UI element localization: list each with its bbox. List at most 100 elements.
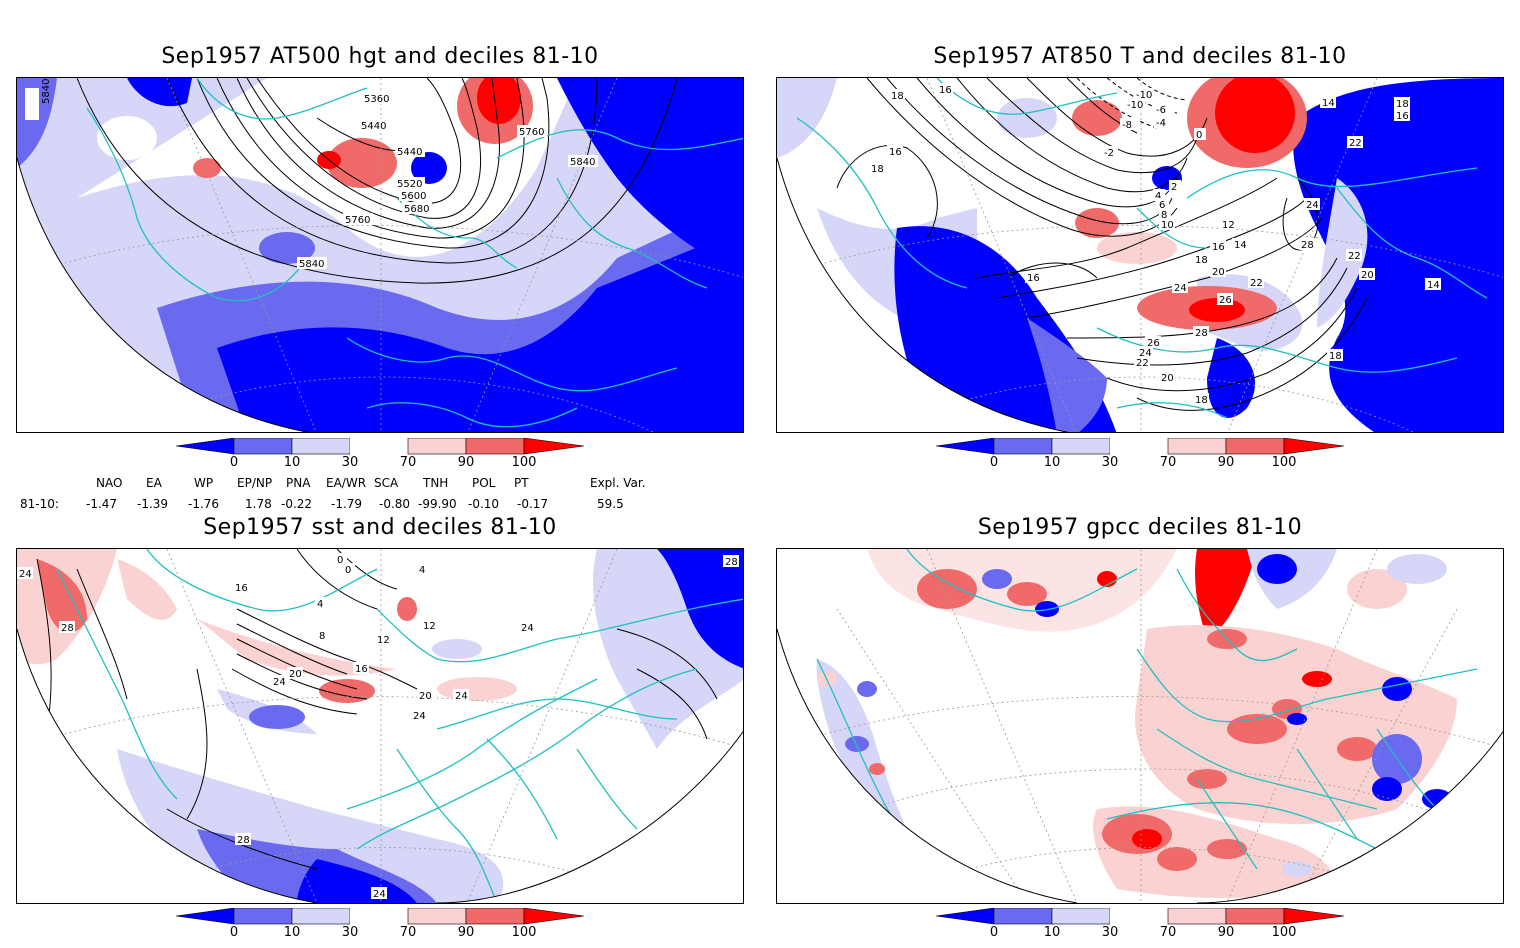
- tele-value-nao: -1.47: [86, 497, 118, 511]
- map-panel-sst: 24 28 16 0 0 4 8 12 16 20 24 24 20 24 28…: [16, 548, 744, 904]
- svg-text:16: 16: [1396, 111, 1409, 122]
- tele-value-wp: -1.76: [188, 497, 220, 511]
- svg-text:26: 26: [1147, 338, 1160, 349]
- colorbar-label: 90: [457, 455, 475, 470]
- svg-text:5680: 5680: [404, 204, 429, 215]
- colorbar-label: 100: [1271, 455, 1297, 470]
- svg-text:8: 8: [1161, 210, 1167, 221]
- svg-text:22: 22: [1136, 358, 1149, 369]
- colorbar-label: 0: [989, 925, 999, 940]
- svg-text:20: 20: [1361, 270, 1374, 281]
- map-gpcc: [777, 549, 1503, 903]
- svg-text:5440: 5440: [397, 147, 422, 158]
- svg-text:28: 28: [1195, 328, 1208, 339]
- colorbar-label: 100: [511, 925, 537, 940]
- colorbar-swatches: [935, 437, 1345, 455]
- hgt500-contour-labels: 5840 5360 5440 5440 5760 5520 5600 5680 …: [25, 79, 598, 270]
- colorbar-label: 0: [989, 455, 999, 470]
- svg-text:18: 18: [891, 91, 904, 102]
- colorbar-label: 70: [1159, 455, 1177, 470]
- panel-title-t850: Sep1957 AT850 T and deciles 81-10: [933, 44, 1347, 69]
- svg-text:20: 20: [289, 669, 302, 680]
- svg-text:24: 24: [1139, 348, 1152, 359]
- svg-text:18: 18: [1396, 99, 1409, 110]
- svg-text:18: 18: [1195, 395, 1208, 406]
- svg-text:18: 18: [1195, 255, 1208, 266]
- tele-header-eawr: EA/WR: [326, 476, 367, 490]
- svg-text:4: 4: [317, 599, 323, 610]
- colorbar-hgt500: 0 10 30 70 90 100: [175, 437, 596, 478]
- svg-text:8: 8: [319, 631, 325, 642]
- svg-text:5440: 5440: [361, 121, 386, 132]
- colorbar-label: 90: [1217, 925, 1235, 940]
- svg-text:24: 24: [1174, 283, 1187, 294]
- svg-text:-10: -10: [1127, 100, 1143, 111]
- colorbar-label: 10: [1043, 925, 1061, 940]
- svg-text:0: 0: [337, 555, 343, 566]
- tele-value-tnh: -99.90: [418, 497, 457, 511]
- svg-text:16: 16: [939, 85, 952, 96]
- colorbar-label: 90: [457, 925, 475, 940]
- svg-text:20: 20: [1161, 373, 1174, 384]
- panel-title-gpcc: Sep1957 gpcc deciles 81-10: [977, 515, 1303, 540]
- svg-text:20: 20: [1212, 267, 1225, 278]
- colorbar-label: 30: [341, 925, 359, 940]
- svg-text:5840: 5840: [41, 79, 52, 104]
- map-t850: 18 16 16 18 -10 -6 -4 -8 -10 -2 0 2 4 6 …: [777, 78, 1503, 432]
- teleconnection-table: NAO EA WP EP/NP PNA EA/WR SCA TNH POL PT…: [0, 474, 760, 514]
- svg-text:-2: -2: [1104, 148, 1114, 159]
- svg-text:24: 24: [521, 623, 534, 634]
- svg-text:22: 22: [1348, 251, 1361, 262]
- svg-text:24: 24: [373, 889, 386, 900]
- tele-header-epnp: EP/NP: [237, 476, 273, 490]
- svg-text:6: 6: [1159, 200, 1165, 211]
- svg-text:10: 10: [1161, 220, 1174, 231]
- tele-header-ea: EA: [146, 476, 162, 490]
- svg-text:16: 16: [355, 664, 368, 675]
- svg-text:18: 18: [1329, 351, 1342, 362]
- tele-value-pna: -0.22: [281, 497, 313, 511]
- tele-header-wp: WP: [194, 476, 214, 490]
- tele-header-tnh: TNH: [423, 476, 449, 490]
- svg-text:26: 26: [1219, 295, 1232, 306]
- colorbar-label: 0: [229, 925, 239, 940]
- svg-text:28: 28: [61, 623, 74, 634]
- tele-header-expl-var: Expl. Var.: [590, 476, 646, 490]
- tele-header-nao: NAO: [96, 476, 123, 490]
- svg-text:0: 0: [1196, 130, 1202, 141]
- map-hgt500: 5840 5360 5440 5440 5760 5520 5600 5680 …: [17, 78, 743, 432]
- colorbar-label: 100: [1271, 925, 1297, 940]
- svg-text:12: 12: [423, 621, 436, 632]
- svg-text:5760: 5760: [519, 127, 544, 138]
- colorbar-swatches: [175, 907, 585, 925]
- colorbar-label: 100: [511, 455, 537, 470]
- tele-value-ea: -1.39: [137, 497, 169, 511]
- tele-header-pna: PNA: [286, 476, 311, 490]
- colorbar-label: 10: [283, 925, 301, 940]
- svg-text:24: 24: [413, 711, 426, 722]
- svg-text:5600: 5600: [401, 191, 426, 202]
- tele-header-pol: POL: [472, 476, 496, 490]
- svg-text:5360: 5360: [364, 94, 389, 105]
- svg-text:14: 14: [1234, 240, 1247, 251]
- colorbar-label: 0: [229, 455, 239, 470]
- tele-header-pt: PT: [514, 476, 529, 490]
- svg-text:24: 24: [273, 677, 286, 688]
- svg-text:16: 16: [1027, 273, 1040, 284]
- map-sst: 24 28 16 0 0 4 8 12 16 20 24 24 20 24 28…: [17, 549, 743, 903]
- svg-text:16: 16: [889, 147, 902, 158]
- tele-header-sca: SCA: [374, 476, 399, 490]
- tele-value-epnp: 1.78: [245, 497, 272, 511]
- sst-contour-labels: 24 28 16 0 0 4 8 12 16 20 24 24 20 24 28…: [17, 553, 739, 900]
- svg-text:-10: -10: [1136, 90, 1152, 101]
- svg-text:16: 16: [235, 583, 248, 594]
- svg-text:-6: -6: [1156, 105, 1166, 116]
- map-panel-gpcc: [776, 548, 1504, 904]
- tele-row-label: 81-10:: [20, 497, 59, 511]
- svg-text:24: 24: [1306, 200, 1319, 211]
- svg-text:5760: 5760: [345, 215, 370, 226]
- svg-text:16: 16: [1212, 242, 1225, 253]
- svg-text:28: 28: [725, 557, 738, 568]
- t850-contour-labels: 18 16 16 18 -10 -6 -4 -8 -10 -2 0 2 4 6 …: [869, 83, 1441, 406]
- colorbar-swatches: [935, 907, 1345, 925]
